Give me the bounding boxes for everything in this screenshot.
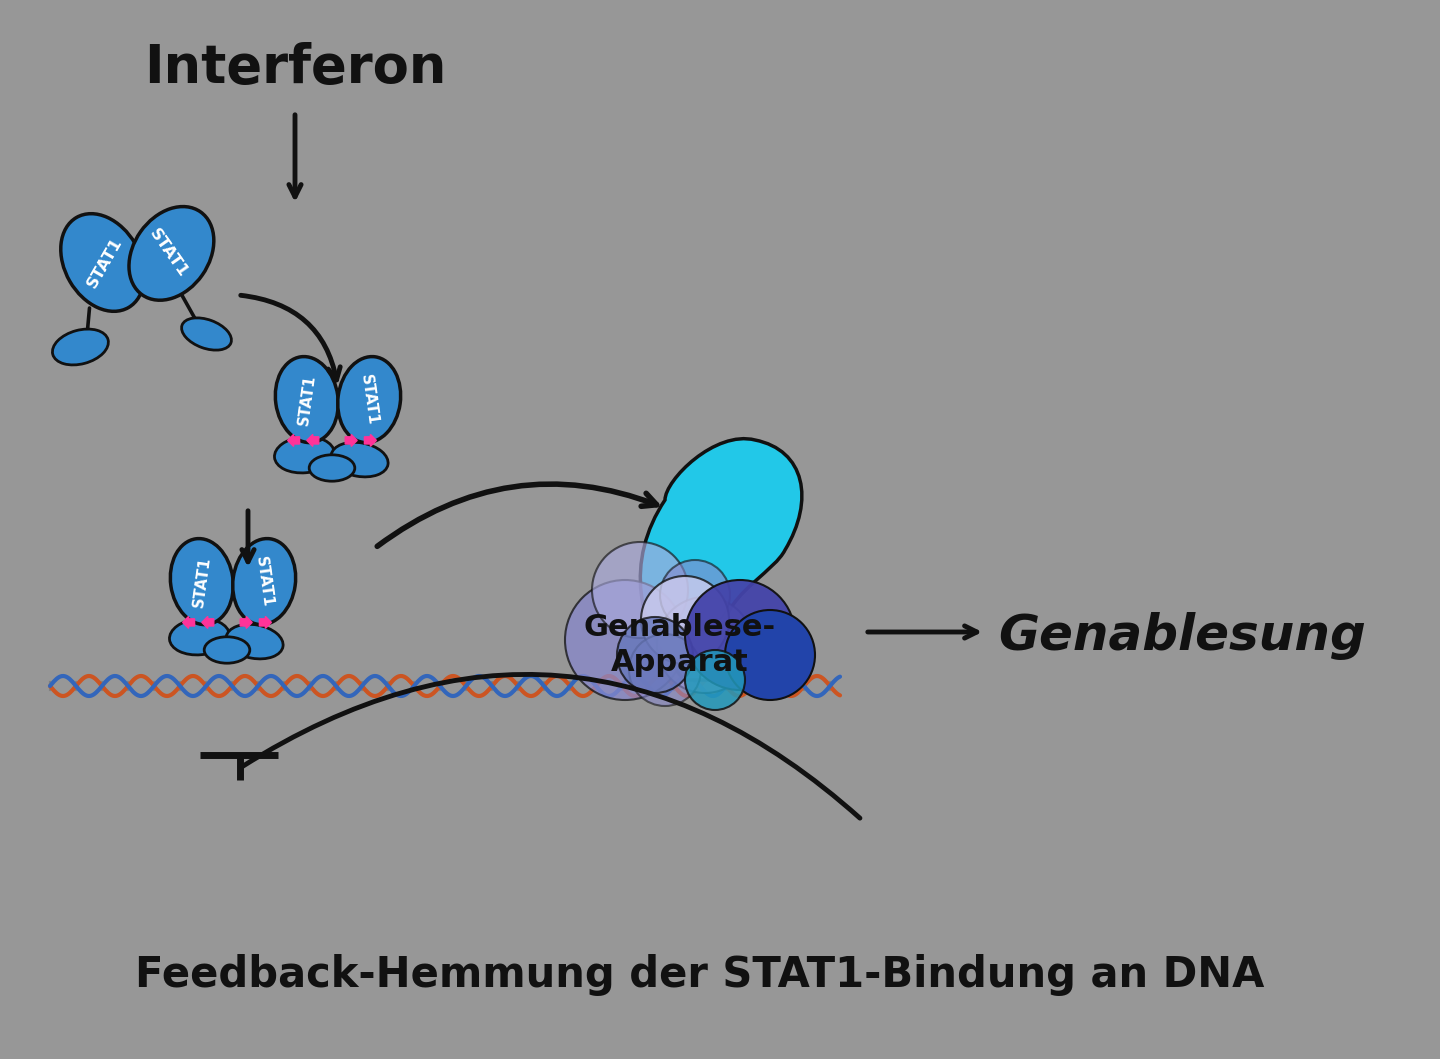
Circle shape [685, 580, 795, 690]
Text: Genablese-
Apparat: Genablese- Apparat [585, 612, 776, 678]
Ellipse shape [338, 357, 400, 443]
Ellipse shape [130, 207, 213, 300]
Circle shape [660, 560, 730, 630]
FancyArrow shape [240, 616, 252, 628]
FancyArrow shape [259, 616, 271, 628]
FancyArrowPatch shape [242, 675, 860, 819]
Circle shape [724, 610, 815, 700]
Text: STAT1: STAT1 [85, 235, 125, 290]
Circle shape [616, 617, 693, 693]
Circle shape [592, 542, 688, 638]
Text: STAT1: STAT1 [359, 373, 380, 426]
Ellipse shape [170, 618, 229, 654]
FancyArrow shape [364, 434, 376, 447]
Text: Interferon: Interferon [144, 42, 446, 94]
Ellipse shape [181, 318, 232, 351]
FancyArrow shape [202, 616, 213, 628]
Ellipse shape [60, 214, 144, 311]
Ellipse shape [226, 625, 284, 659]
Circle shape [564, 580, 685, 700]
Text: STAT1: STAT1 [190, 555, 213, 608]
Text: STAT1: STAT1 [253, 555, 275, 608]
Ellipse shape [331, 443, 389, 477]
Ellipse shape [275, 357, 338, 443]
PathPatch shape [641, 438, 802, 680]
Circle shape [629, 634, 701, 706]
Ellipse shape [310, 454, 354, 481]
FancyArrow shape [346, 434, 357, 447]
Ellipse shape [275, 436, 334, 473]
Ellipse shape [52, 329, 108, 365]
Text: STAT1: STAT1 [147, 227, 192, 281]
Text: Genablesung: Genablesung [998, 612, 1365, 660]
FancyArrow shape [183, 616, 194, 628]
Ellipse shape [204, 636, 249, 663]
Circle shape [641, 576, 729, 664]
Text: Feedback-Hemmung der STAT1-Bindung an DNA: Feedback-Hemmung der STAT1-Bindung an DN… [135, 954, 1264, 997]
Ellipse shape [233, 539, 295, 625]
Circle shape [685, 650, 744, 710]
Circle shape [657, 597, 753, 693]
Text: STAT1: STAT1 [295, 373, 318, 426]
Ellipse shape [170, 539, 233, 625]
FancyArrow shape [288, 434, 300, 447]
FancyArrow shape [307, 434, 318, 447]
